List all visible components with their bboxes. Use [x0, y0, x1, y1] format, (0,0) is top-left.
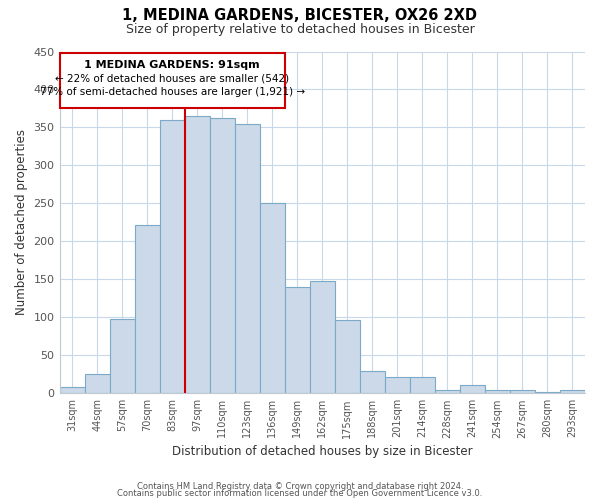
Bar	[285, 287, 310, 394]
Bar	[560, 390, 585, 394]
Text: 1, MEDINA GARDENS, BICESTER, OX26 2XD: 1, MEDINA GARDENS, BICESTER, OX26 2XD	[122, 8, 478, 22]
Bar	[485, 390, 510, 394]
Text: Contains public sector information licensed under the Open Government Licence v3: Contains public sector information licen…	[118, 490, 482, 498]
Text: ← 22% of detached houses are smaller (542): ← 22% of detached houses are smaller (54…	[55, 73, 289, 83]
X-axis label: Distribution of detached houses by size in Bicester: Distribution of detached houses by size …	[172, 444, 473, 458]
Bar	[360, 370, 385, 394]
FancyBboxPatch shape	[59, 53, 285, 108]
Bar	[160, 120, 185, 394]
Bar	[59, 387, 85, 394]
Bar	[260, 204, 285, 394]
Bar	[85, 374, 110, 394]
Text: Size of property relative to detached houses in Bicester: Size of property relative to detached ho…	[125, 22, 475, 36]
Bar	[209, 118, 235, 394]
Bar	[110, 319, 134, 394]
Bar	[410, 376, 435, 394]
Bar	[235, 124, 260, 394]
Bar	[385, 376, 410, 394]
Bar	[435, 390, 460, 394]
Y-axis label: Number of detached properties: Number of detached properties	[15, 130, 28, 316]
Text: 1 MEDINA GARDENS: 91sqm: 1 MEDINA GARDENS: 91sqm	[85, 60, 260, 70]
Bar	[185, 116, 209, 394]
Bar	[335, 320, 360, 394]
Bar	[510, 390, 535, 394]
Bar	[460, 385, 485, 394]
Text: 77% of semi-detached houses are larger (1,921) →: 77% of semi-detached houses are larger (…	[40, 87, 305, 97]
Text: Contains HM Land Registry data © Crown copyright and database right 2024.: Contains HM Land Registry data © Crown c…	[137, 482, 463, 491]
Bar	[310, 281, 335, 394]
Bar	[535, 392, 560, 394]
Bar	[134, 226, 160, 394]
